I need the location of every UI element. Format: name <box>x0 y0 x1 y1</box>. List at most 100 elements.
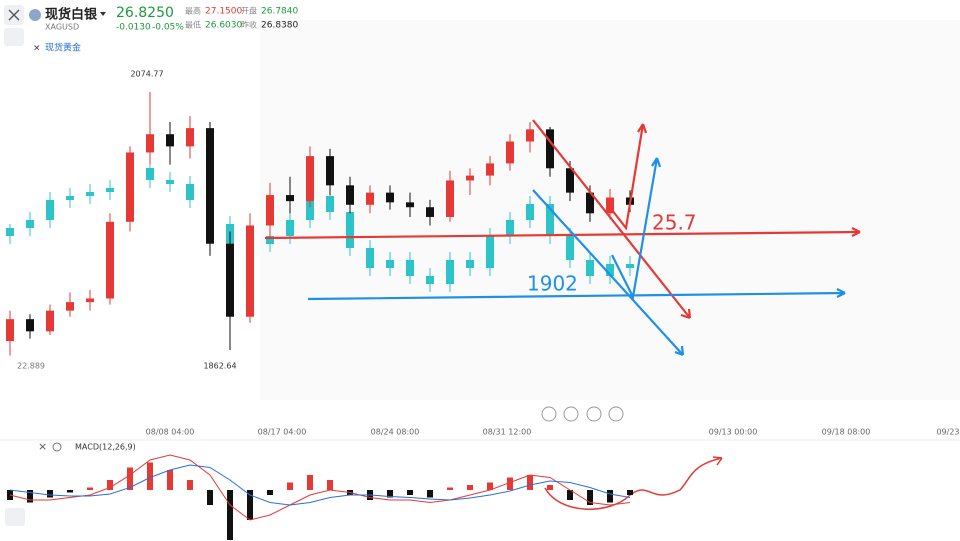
candle-body <box>186 128 194 147</box>
symbol-code: XAGUSD <box>45 23 79 32</box>
candle-body <box>346 185 354 205</box>
candle-body <box>626 264 634 268</box>
macd-bar <box>307 475 313 490</box>
macd-bar <box>167 470 173 490</box>
candle-body <box>366 248 374 268</box>
candle-body <box>306 196 314 220</box>
close-icon <box>8 9 20 21</box>
candle-body <box>446 260 454 284</box>
macd-bar <box>527 475 533 490</box>
candle-body <box>86 298 94 303</box>
silver-low-label: 22.889 <box>17 362 45 371</box>
zoom-out[interactable] <box>541 406 557 422</box>
candle-body <box>286 220 294 236</box>
indicator-button[interactable] <box>5 508 25 526</box>
candle-body <box>126 152 134 222</box>
zoom-in[interactable] <box>608 406 624 422</box>
blue-diagonal <box>532 189 685 357</box>
candle-body <box>506 220 514 236</box>
candle-body <box>406 202 414 208</box>
x-tick-label: 08/31 12:00 <box>483 428 532 437</box>
candle-body <box>206 128 214 244</box>
candle-body <box>466 260 474 268</box>
macd-squiggle <box>544 456 723 510</box>
macd-bar <box>447 487 453 490</box>
macd-bar <box>387 490 393 498</box>
macd-bar <box>67 490 73 493</box>
candle-body <box>266 195 274 226</box>
candle-body <box>406 260 414 276</box>
candle-body <box>266 236 274 244</box>
macd-bar <box>247 490 253 520</box>
x-tick-label: 08/08 04:00 <box>146 428 195 437</box>
change: -0.0130 <box>116 23 151 33</box>
candle-body <box>86 192 94 196</box>
candle-body <box>566 236 574 260</box>
x-tick-label: 08/24 08:00 <box>371 428 420 437</box>
blue-line <box>307 288 846 301</box>
candle-body <box>46 310 54 332</box>
macd-bar <box>467 485 473 490</box>
macd-bar <box>147 462 153 490</box>
candle-body <box>606 264 614 276</box>
candle-body <box>106 188 114 192</box>
candle-body <box>426 276 434 284</box>
candle-body <box>606 197 614 214</box>
candle-body <box>466 175 474 181</box>
macd-bar <box>547 485 553 490</box>
stat-value: 27.1500 <box>205 7 242 17</box>
stat-value: 26.7840 <box>261 7 298 17</box>
blue-annotation: 1902 <box>527 272 578 296</box>
macd-bar <box>127 467 133 490</box>
red-up-arrow <box>611 123 648 231</box>
blue-up-arrow <box>611 157 662 301</box>
candle-body <box>226 243 234 317</box>
x-tick-label: 08/17 04:00 <box>258 428 307 437</box>
red-line <box>264 230 861 240</box>
candle-body <box>486 163 494 176</box>
candle-body <box>6 228 14 236</box>
candle-body <box>326 156 334 186</box>
candle-body <box>6 319 14 342</box>
candle-body <box>286 195 294 202</box>
candle-body <box>546 129 554 169</box>
candle-body <box>426 207 434 217</box>
indicator-settings[interactable] <box>52 442 62 452</box>
candle-body <box>386 192 394 203</box>
overlay-name[interactable]: 现货黄金 <box>45 42 81 54</box>
scroll-left[interactable] <box>563 406 579 422</box>
macd-bar <box>87 487 93 490</box>
arrowhead <box>851 227 861 237</box>
candle-body <box>526 204 534 220</box>
candle-body <box>486 236 494 268</box>
candle-body <box>346 212 354 248</box>
stat-value: 26.8380 <box>261 21 298 31</box>
candle-body <box>46 200 54 220</box>
macd-bar <box>287 482 293 490</box>
candle-body <box>546 204 554 236</box>
draw-tool-button[interactable] <box>4 28 24 46</box>
high-label: 2074.77 <box>130 70 163 79</box>
candle-body <box>166 180 174 184</box>
candle-body <box>146 168 154 180</box>
red-diagonal <box>532 119 692 320</box>
annotations <box>264 119 861 510</box>
candle-body <box>366 192 374 205</box>
macd-bar <box>187 480 193 490</box>
scroll-right[interactable] <box>586 406 602 422</box>
macd-bar <box>507 477 513 490</box>
symbol-name[interactable]: 现货白银 <box>45 7 98 23</box>
stat-label: 昨收 <box>241 20 257 30</box>
dropdown-arrow[interactable] <box>100 12 106 16</box>
macd-bar <box>487 482 493 490</box>
low-label: 1862.64 <box>203 362 236 371</box>
macd-bar <box>327 480 333 490</box>
candle-body <box>166 134 174 147</box>
candle-body <box>526 129 534 142</box>
change-pct: -0.05% <box>152 23 184 33</box>
remove-overlay[interactable]: × <box>33 44 41 54</box>
close-indicator[interactable]: × <box>38 440 47 453</box>
candle-body <box>586 260 594 276</box>
macd-title: MACD(12,26,9) <box>75 443 136 452</box>
